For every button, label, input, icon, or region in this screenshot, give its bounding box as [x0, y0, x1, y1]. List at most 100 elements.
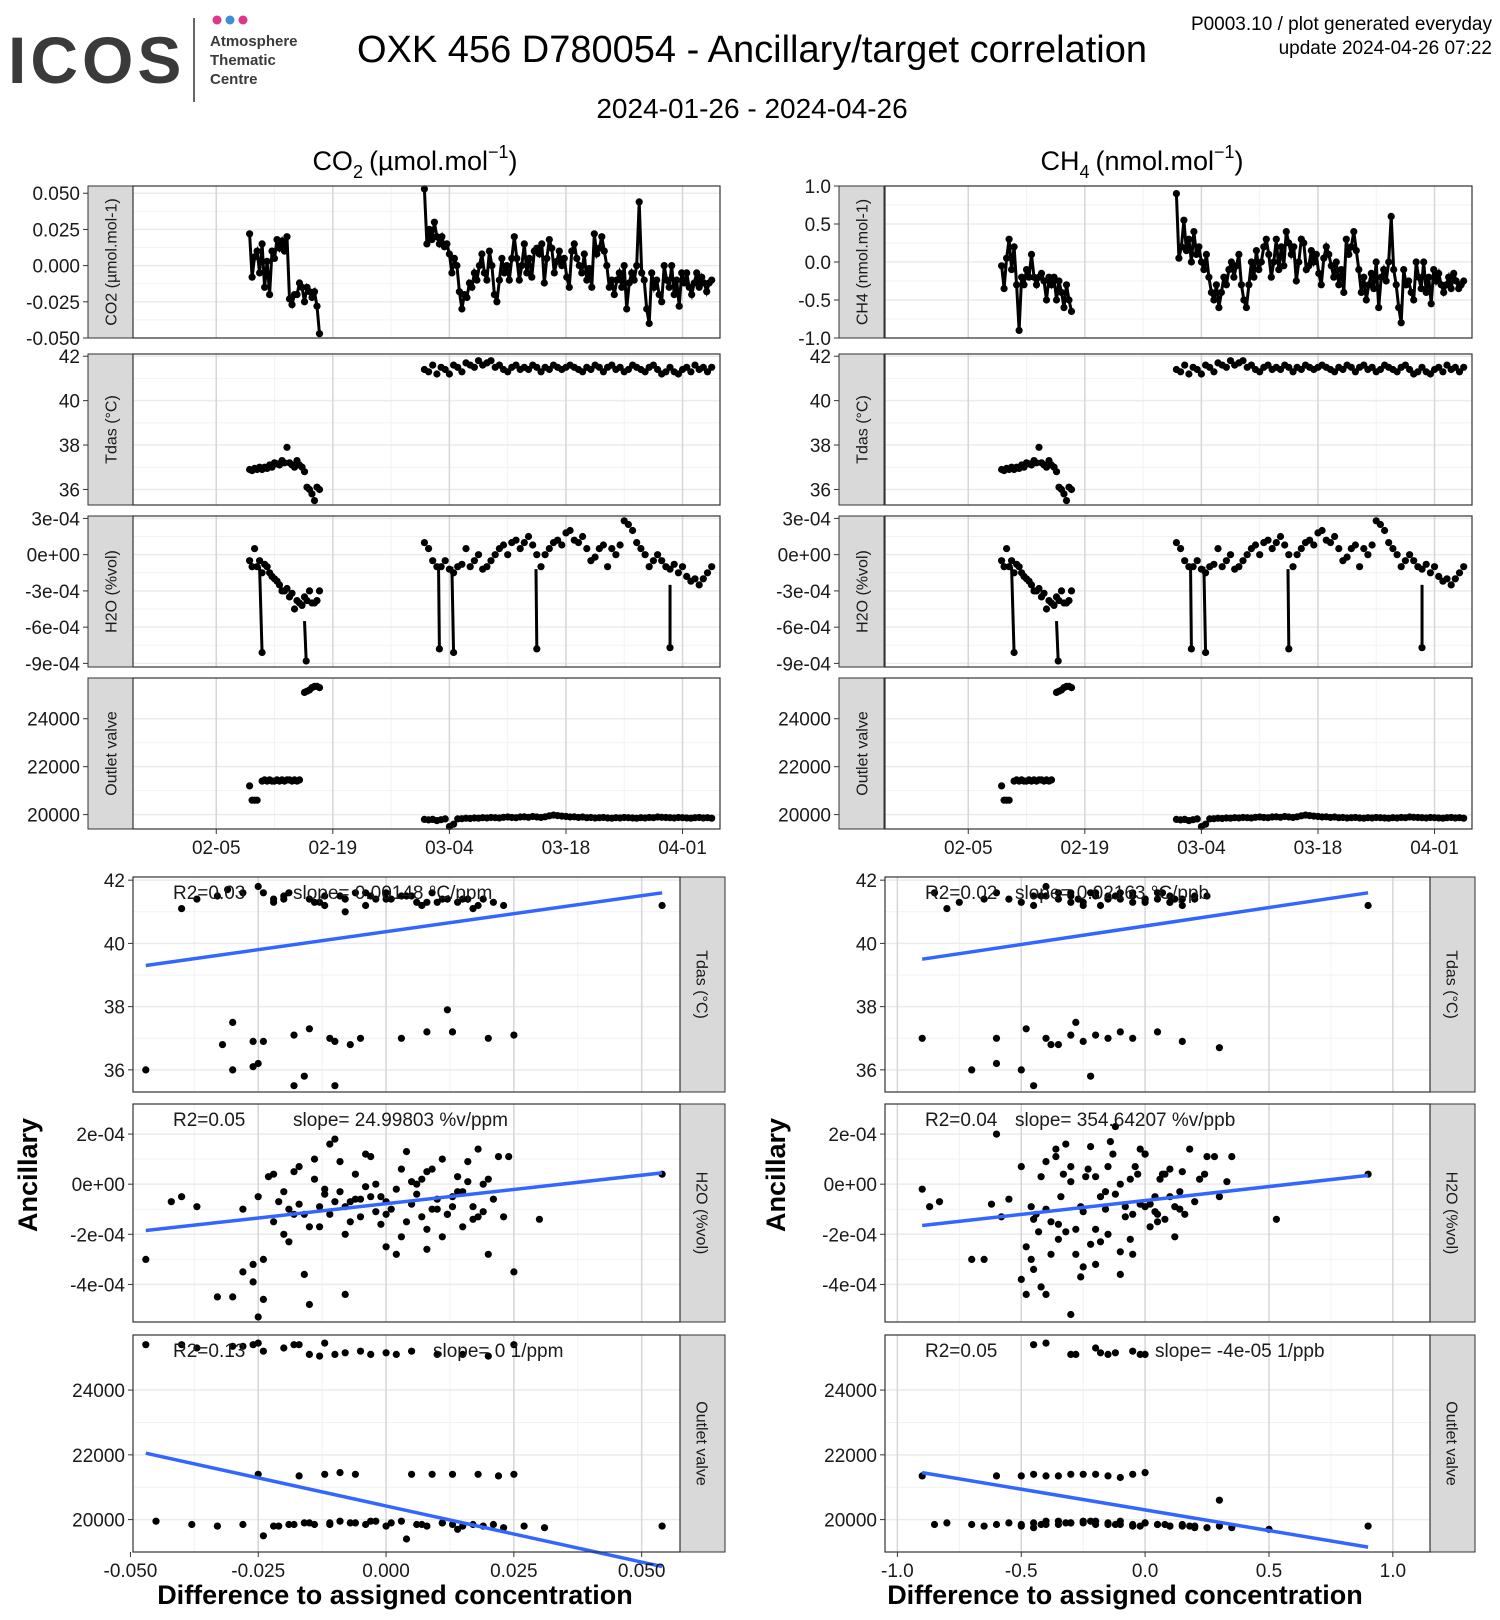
co2-scatter-1-point	[418, 1213, 426, 1221]
co2-scatter-1-point	[295, 1200, 303, 1208]
co2-ts-0-point	[580, 250, 588, 258]
ch4-ts-0-point	[1295, 258, 1303, 266]
co2-ts-0-point	[423, 240, 431, 248]
co2-scatter-2-point	[484, 1352, 492, 1360]
co2-scatter-0-panel: Tdas (°C) 36 38 40 42 R2=0.03 slope= 0.00148 °…	[104, 871, 726, 1093]
ch4-ts-2-point	[1050, 601, 1058, 610]
co2-scatter-0-point	[270, 895, 278, 903]
ch4-scatter-1-point	[1166, 1165, 1174, 1173]
ch4-ts-1-point	[1418, 363, 1426, 371]
ch4-ts-0-point	[1362, 296, 1370, 304]
ch4-ts-1-y-tick-label: 38	[810, 436, 831, 457]
ch4-scatter-0-point	[1191, 895, 1199, 903]
co2-ts-2-strip	[87, 515, 134, 668]
ch4-ts-2-y-tick-label: 3e-04	[782, 509, 831, 530]
ch4-scatter-0-point	[1171, 895, 1179, 903]
ch4-scatter-2-point	[1079, 1519, 1087, 1527]
co2-ts-0-point	[315, 330, 324, 338]
co2-scatter-2-point	[178, 1341, 186, 1349]
ch4-scatter-1-point	[1022, 1243, 1030, 1251]
ch4-ts-3-y-tick-label: 20000	[778, 806, 831, 827]
co2-ts-3-y-tick-label: 22000	[27, 758, 80, 779]
co2-ts-0-point	[708, 276, 716, 284]
co2-ts-1-point	[308, 490, 316, 498]
co2-scatter-1-point	[285, 1238, 293, 1246]
ch4-ts-0-point	[1400, 266, 1408, 274]
co2-scatter-0-point	[423, 898, 431, 906]
ch4-ts-0-point	[1407, 288, 1415, 296]
ch4-scatter-1-point	[1027, 1203, 1035, 1211]
co2-scatter-0-strip-label: Tdas (°C)	[693, 950, 710, 1019]
co2-scatter-1-point	[259, 1295, 267, 1303]
ch4-ts-0-frame	[884, 185, 1473, 339]
co2-column-title: CO2 (µmol.mol−1)	[312, 142, 517, 182]
co2-ts-0-point	[433, 233, 441, 241]
co2-scatter-1-point	[469, 1215, 477, 1223]
ch4-ts-3-background	[885, 678, 1472, 829]
co2-ts-0-point	[538, 240, 546, 248]
ch4-scatter-1-point	[935, 1198, 944, 1206]
ch4-ts-2-point	[1426, 569, 1434, 577]
co2-scatter-1-point	[484, 1250, 492, 1258]
co2-ts-2-point	[302, 657, 310, 665]
co2-ts-2-point	[629, 526, 637, 535]
co2-ts-0-point	[545, 236, 553, 244]
co2-ts-1-point	[300, 468, 309, 476]
ch4-scatter-2-point	[1178, 1522, 1186, 1530]
ch4-scatter-1-point	[1171, 1233, 1179, 1241]
ch4-ts-2-point	[1360, 545, 1368, 553]
co2-ts-0-point	[605, 283, 613, 291]
co2-ts-0-point	[305, 288, 314, 296]
co2-scatter-0-point	[454, 898, 462, 906]
ch4-scatter-0-point	[1005, 895, 1013, 903]
co2-ts-1-strip	[87, 353, 134, 506]
ch4-ts-0-point	[1205, 273, 1213, 281]
ch4-ts-1-point	[1439, 368, 1447, 376]
ch4-ts-1-point	[1185, 370, 1193, 378]
co2-scatter-2-point	[316, 1352, 324, 1360]
meta-line-2: update 2024-04-26 07:22	[1279, 38, 1492, 59]
co2-scatter-2-point	[254, 1339, 262, 1347]
ch4-ts-2-point	[1214, 545, 1222, 553]
co2-scatter-0-point	[285, 889, 293, 897]
co2-ts-0-point	[298, 283, 306, 291]
ch4-scatter-0-point	[1030, 1082, 1038, 1090]
ch4-ts-1-point	[1455, 368, 1464, 376]
co2-scatter-0-point	[290, 1082, 298, 1090]
co2-ts-0-point	[630, 276, 638, 284]
header: ICOS Atmosphere Thematic Centre OXK 456 …	[8, 14, 1492, 124]
ch4-scatter-1-point	[1057, 1193, 1065, 1201]
co2-scatter-0-point	[351, 889, 359, 897]
ch4-ts-0-point	[1000, 285, 1008, 293]
ch4-ts-0-point	[1432, 277, 1440, 285]
ch4-scatter-0-y-tick-label: 36	[856, 1061, 877, 1082]
co2-scatter-2-y-tick-label: 24000	[72, 1381, 125, 1402]
ch4-scatter-2-point	[992, 1472, 1001, 1480]
ch4-scatter-0-r2-label: R2=0.02	[925, 883, 997, 904]
ch4-ts-0-point	[1287, 250, 1295, 258]
ch4-scatter-0-point	[1153, 889, 1162, 897]
ch4-ts-0-point	[1422, 288, 1430, 296]
ch4-ts-0-point	[1207, 288, 1215, 296]
co2-ts-0-point	[653, 276, 661, 284]
co2-ts-1-y-tick-label: 42	[59, 347, 80, 368]
co2-ts-0-point	[430, 218, 438, 226]
co2-scatter-2-strip	[679, 1334, 726, 1553]
co2-scatter-2-point	[510, 1470, 518, 1478]
co2-ts-2-point	[450, 569, 458, 577]
ch4-scatter-0-point	[1178, 895, 1186, 903]
ch4-scatter-1-point	[1191, 1198, 1199, 1206]
co2-ts-0-point	[480, 269, 488, 277]
co2-scatter-2-point	[397, 1517, 405, 1525]
ch4-ts-0-point	[1042, 296, 1051, 304]
ch4-ts-2-drop-line	[1010, 566, 1016, 653]
ch4-ts-0-point	[1377, 273, 1385, 281]
ch4-ts-0-panel: CH4 (nmol.mol-1) -1.0 -0.5 0.0 0.5 1.0	[798, 177, 1473, 350]
ch4-scatter-0-background	[885, 877, 1430, 1092]
ch4-ts-2-point	[1003, 545, 1011, 553]
co2-ts-2-point	[579, 532, 587, 541]
ch4-scatter-1-point	[1228, 1153, 1236, 1161]
ch4-ts-2-point	[1235, 563, 1243, 571]
ch4-ts-0-point	[1252, 247, 1260, 255]
co2-ts-0-point	[505, 276, 513, 284]
